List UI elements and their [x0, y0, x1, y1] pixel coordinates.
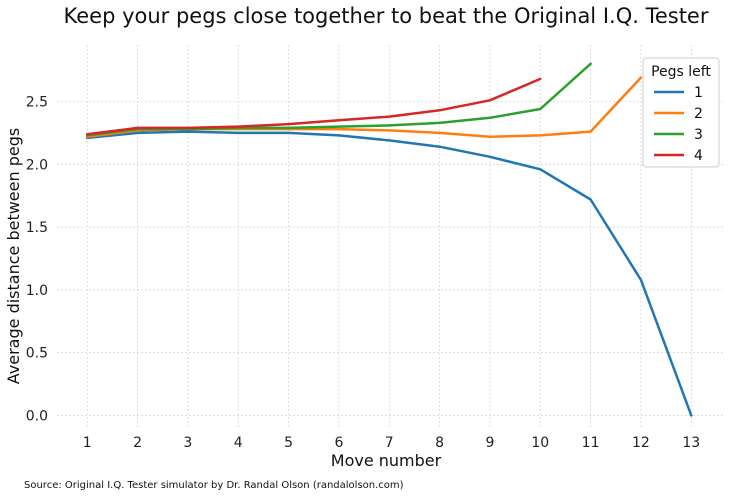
chart-title: Keep your pegs close together to beat th…: [64, 4, 709, 28]
x-tick-label: 12: [632, 435, 650, 451]
x-axis-label: Move number: [331, 451, 442, 470]
x-tick-label: 11: [582, 435, 600, 451]
y-axis-ticks: 0.0 0.5 1.0 1.5 2.0 2.5: [26, 95, 48, 425]
legend: Pegs left 1 2 3 4: [642, 57, 720, 168]
series-lines: [85, 62, 693, 417]
y-tick-label: 0.0: [26, 408, 48, 424]
x-tick-label: 3: [183, 435, 192, 451]
x-tick-label: 1: [83, 435, 92, 451]
x-tick-label: 2: [133, 435, 142, 451]
legend-title: Pegs left: [651, 64, 711, 80]
legend-label-2: 2: [694, 106, 703, 122]
y-axis-label: Average distance between pegs: [4, 128, 23, 384]
y-tick-label: 2.0: [26, 157, 48, 173]
legend-label-3: 3: [694, 127, 703, 143]
x-axis-ticks: 1 2 3 4 5 6 7 8 9 10 11 12 13: [83, 435, 700, 451]
y-tick-label: 0.5: [26, 346, 48, 362]
series-line-1: [85, 130, 693, 417]
x-tick-label: 4: [234, 435, 243, 451]
grid: [57, 45, 724, 428]
x-tick-label: 7: [385, 435, 394, 451]
x-tick-label: 6: [334, 435, 343, 451]
y-tick-label: 2.5: [26, 95, 48, 111]
x-tick-label: 5: [284, 435, 293, 451]
x-tick-label: 9: [485, 435, 494, 451]
legend-label-4: 4: [694, 148, 703, 164]
x-tick-label: 10: [531, 435, 549, 451]
legend-label-1: 1: [694, 85, 703, 101]
y-tick-label: 1.5: [26, 220, 48, 236]
series-line-4: [85, 77, 542, 136]
source-note: Source: Original I.Q. Tester simulator b…: [24, 480, 404, 491]
x-tick-label: 8: [435, 435, 444, 451]
y-tick-label: 1.0: [26, 283, 48, 299]
x-tick-label: 13: [682, 435, 700, 451]
